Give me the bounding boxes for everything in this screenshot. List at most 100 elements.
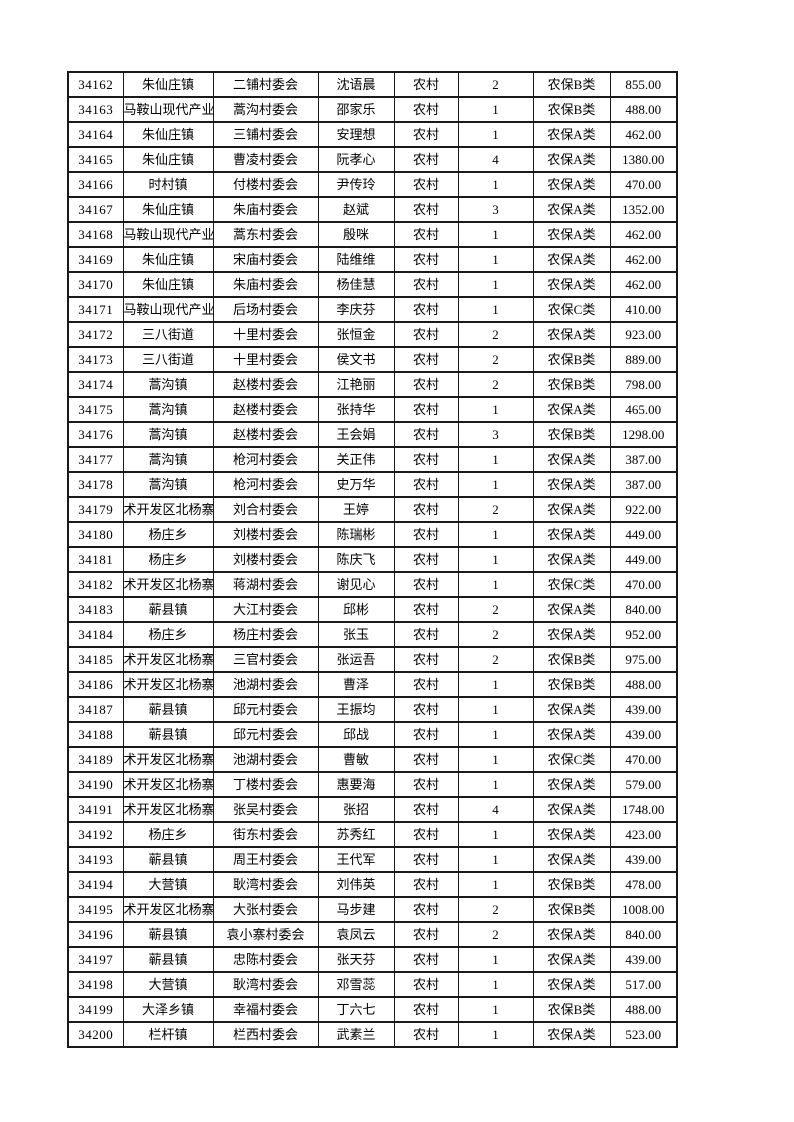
table-row: 34192 杨庄乡 街东村委会 苏秀红 农村 1 农保A类 423.00 [67,821,678,848]
cell-category: 农保C类 [532,296,611,323]
cell-village: 三官村委会 [212,646,319,673]
cell-town: 杨庄乡 [122,546,214,573]
cell-category: 农保A类 [532,221,611,248]
cell-town: 蕲县镇 [122,921,214,948]
cell-type: 农村 [393,546,459,573]
cell-type: 农村 [393,946,459,973]
cell-type: 农村 [393,896,459,923]
cell-village: 忠陈村委会 [212,946,319,973]
cell-id: 34170 [67,271,124,298]
cell-id: 34193 [67,846,124,873]
cell-village: 蒋湖村委会 [212,571,319,598]
cell-id: 34174 [67,371,124,398]
table-row: 34191 术开发区北杨寨 张吴村委会 张招 农村 4 农保A类 1748.00 [67,796,678,823]
cell-town: 大营镇 [122,871,214,898]
cell-village: 蒿东村委会 [212,221,319,248]
cell-id: 34188 [67,721,124,748]
table-row: 34185 术开发区北杨寨 三官村委会 张运吾 农村 2 农保B类 975.00 [67,646,678,673]
cell-person: 袁凤云 [317,921,395,948]
cell-amount: 488.00 [609,671,678,698]
cell-type: 农村 [393,396,459,423]
cell-id: 34166 [67,171,124,198]
cell-person: 王振均 [317,696,395,723]
cell-count: 1 [457,971,534,998]
cell-category: 农保A类 [532,471,611,498]
cell-person: 赵斌 [317,196,395,223]
cell-type: 农村 [393,71,459,98]
cell-village: 邱元村委会 [212,721,319,748]
cell-count: 3 [457,421,534,448]
cell-village: 丁楼村委会 [212,771,319,798]
cell-village: 刘楼村委会 [212,546,319,573]
cell-amount: 855.00 [609,71,678,98]
cell-person: 张天芬 [317,946,395,973]
cell-type: 农村 [393,971,459,998]
table-row: 34193 蕲县镇 周王村委会 王代军 农村 1 农保A类 439.00 [67,846,678,873]
cell-amount: 439.00 [609,946,678,973]
cell-amount: 439.00 [609,721,678,748]
cell-category: 农保A类 [532,396,611,423]
cell-village: 刘合村委会 [212,496,319,523]
cell-amount: 975.00 [609,646,678,673]
cell-id: 34185 [67,646,124,673]
cell-type: 农村 [393,421,459,448]
cell-village: 袁小寨村委会 [212,921,319,948]
cell-person: 邵家乐 [317,96,395,123]
cell-town: 杨庄乡 [122,621,214,648]
cell-type: 农村 [393,296,459,323]
cell-count: 1 [457,696,534,723]
cell-person: 安理想 [317,121,395,148]
cell-person: 武素兰 [317,1021,395,1048]
cell-town: 三八街道 [122,321,214,348]
cell-amount: 465.00 [609,396,678,423]
table-row: 34172 三八街道 十里村委会 张恒金 农村 2 农保A类 923.00 [67,321,678,348]
cell-count: 2 [457,921,534,948]
table-row: 34164 朱仙庄镇 三铺村委会 安理想 农村 1 农保A类 462.00 [67,121,678,148]
cell-type: 农村 [393,496,459,523]
cell-category: 农保A类 [532,846,611,873]
cell-count: 1 [457,771,534,798]
cell-town: 马鞍山现代产业 [122,221,214,248]
cell-category: 农保A类 [532,146,611,173]
cell-category: 农保B类 [532,346,611,373]
cell-id: 34165 [67,146,124,173]
cell-count: 1 [457,871,534,898]
cell-village: 十里村委会 [212,321,319,348]
cell-count: 2 [457,71,534,98]
cell-village: 街东村委会 [212,821,319,848]
table-row: 34188 蕲县镇 邱元村委会 邱战 农村 1 农保A类 439.00 [67,721,678,748]
cell-category: 农保A类 [532,171,611,198]
cell-person: 杨佳慧 [317,271,395,298]
cell-id: 34168 [67,221,124,248]
cell-id: 34195 [67,896,124,923]
cell-count: 3 [457,196,534,223]
table-row: 34195 术开发区北杨寨 大张村委会 马步建 农村 2 农保B类 1008.00 [67,896,678,923]
cell-town: 大营镇 [122,971,214,998]
table-row: 34194 大营镇 耿湾村委会 刘伟英 农村 1 农保B类 478.00 [67,871,678,898]
cell-type: 农村 [393,146,459,173]
cell-count: 2 [457,621,534,648]
cell-amount: 579.00 [609,771,678,798]
cell-amount: 462.00 [609,221,678,248]
cell-count: 1 [457,271,534,298]
cell-category: 农保A类 [532,121,611,148]
cell-type: 农村 [393,321,459,348]
cell-amount: 952.00 [609,621,678,648]
cell-type: 农村 [393,846,459,873]
cell-count: 2 [457,646,534,673]
cell-amount: 840.00 [609,596,678,623]
cell-amount: 840.00 [609,921,678,948]
table-row: 34167 朱仙庄镇 朱庙村委会 赵斌 农村 3 农保A类 1352.00 [67,196,678,223]
cell-id: 34200 [67,1021,124,1048]
cell-id: 34196 [67,921,124,948]
table-row: 34168 马鞍山现代产业 蒿东村委会 殷咪 农村 1 农保A类 462.00 [67,221,678,248]
cell-person: 陈庆飞 [317,546,395,573]
table-row: 34198 大营镇 耿湾村委会 邓雪蕊 农村 1 农保A类 517.00 [67,971,678,998]
cell-type: 农村 [393,646,459,673]
cell-town: 术开发区北杨寨 [122,571,214,598]
cell-town: 术开发区北杨寨 [122,796,214,823]
cell-category: 农保A类 [532,796,611,823]
cell-count: 2 [457,896,534,923]
cell-category: 农保A类 [532,771,611,798]
cell-count: 1 [457,821,534,848]
